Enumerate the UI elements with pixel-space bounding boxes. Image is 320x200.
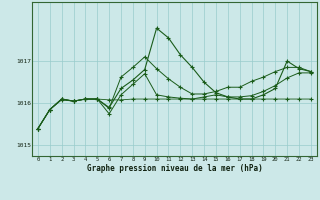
X-axis label: Graphe pression niveau de la mer (hPa): Graphe pression niveau de la mer (hPa) <box>86 164 262 173</box>
